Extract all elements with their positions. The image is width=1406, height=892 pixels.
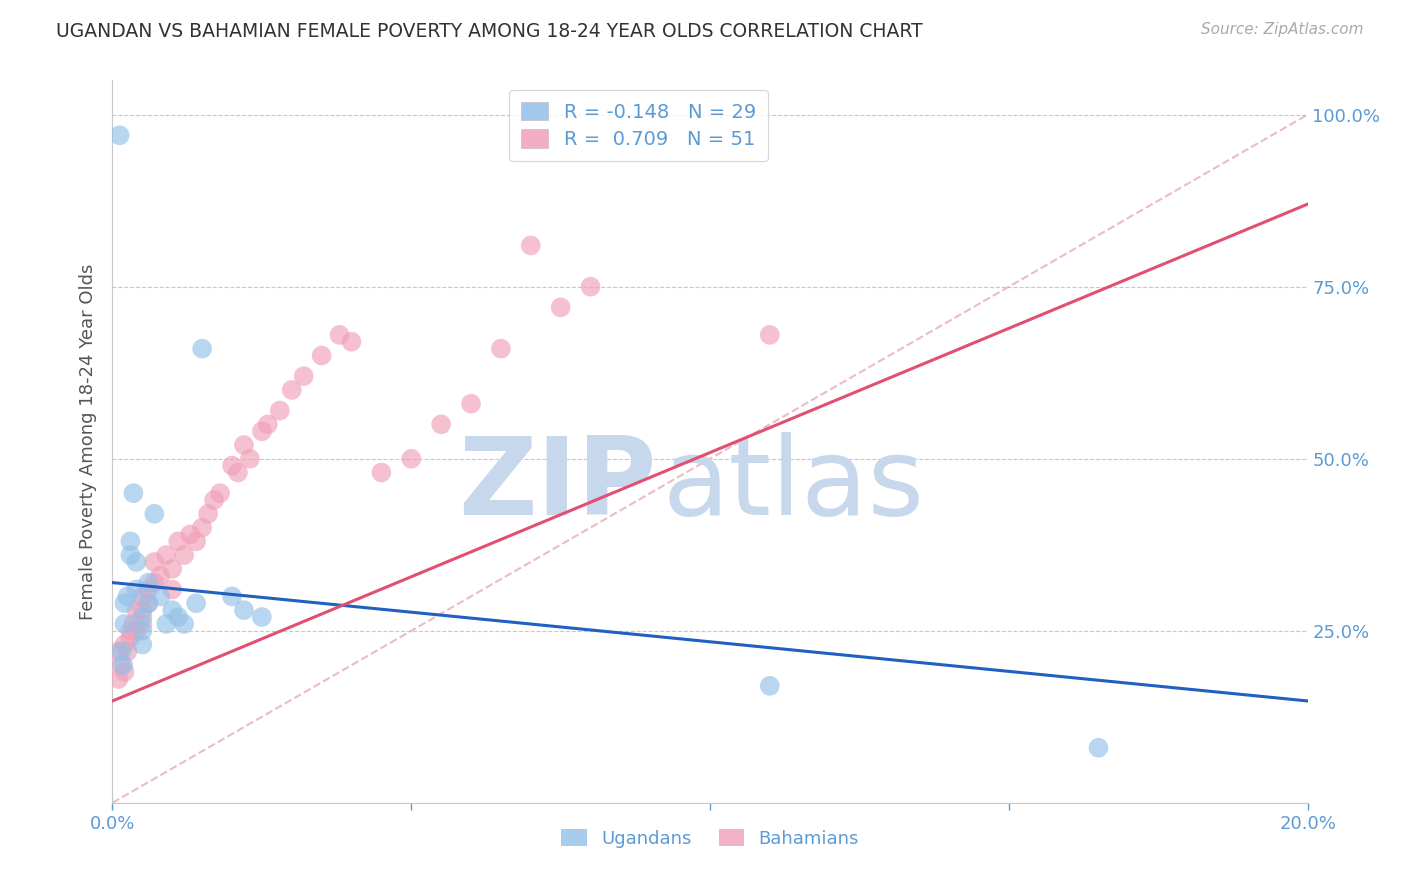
Bahamians (370, 466, 392, 480)
Bahamians (179, 527, 201, 541)
Bahamians (579, 279, 602, 293)
Bahamians (114, 665, 135, 679)
Bahamians (125, 603, 148, 617)
Bahamians (131, 590, 153, 604)
Ugandans (122, 486, 145, 500)
Bahamians (233, 438, 256, 452)
Bahamians (149, 568, 172, 582)
Text: UGANDAN VS BAHAMIAN FEMALE POVERTY AMONG 18-24 YEAR OLDS CORRELATION CHART: UGANDAN VS BAHAMIAN FEMALE POVERTY AMONG… (56, 22, 922, 41)
Bahamians (120, 624, 142, 638)
Bahamians (401, 451, 423, 466)
Bahamians (202, 493, 225, 508)
Ugandans (759, 679, 782, 693)
Bahamians (226, 466, 249, 480)
Ugandans (125, 555, 148, 569)
Ugandans (138, 575, 160, 590)
Bahamians (162, 562, 183, 576)
Ugandans (112, 658, 135, 673)
Ugandans (233, 603, 256, 617)
Bahamians (173, 548, 195, 562)
Ugandans (167, 610, 190, 624)
Bahamians (143, 555, 166, 569)
Ugandans (114, 616, 135, 631)
Bahamians (131, 616, 153, 631)
Bahamians (209, 486, 232, 500)
Ugandans (162, 603, 183, 617)
Ugandans (117, 590, 139, 604)
Bahamians (155, 548, 177, 562)
Bahamians (281, 383, 304, 397)
Bahamians (292, 369, 315, 384)
Legend: Ugandans, Bahamians: Ugandans, Bahamians (554, 822, 866, 855)
Ugandans (131, 610, 153, 624)
Ugandans (250, 610, 273, 624)
Ugandans (108, 128, 131, 143)
Y-axis label: Female Poverty Among 18-24 Year Olds: Female Poverty Among 18-24 Year Olds (79, 263, 97, 620)
Bahamians (269, 403, 291, 417)
Ugandans (149, 590, 172, 604)
Ugandans (131, 638, 153, 652)
Ugandans (120, 548, 142, 562)
Bahamians (197, 507, 219, 521)
Bahamians (110, 658, 132, 673)
Bahamians (460, 397, 482, 411)
Ugandans (1087, 740, 1109, 755)
Ugandans (221, 590, 243, 604)
Bahamians (138, 582, 160, 597)
Text: ZIP: ZIP (458, 432, 657, 538)
Bahamians (239, 451, 262, 466)
Bahamians (257, 417, 280, 432)
Ugandans (131, 624, 153, 638)
Ugandans (114, 596, 135, 610)
Bahamians (125, 624, 148, 638)
Bahamians (550, 301, 572, 315)
Text: Source: ZipAtlas.com: Source: ZipAtlas.com (1201, 22, 1364, 37)
Bahamians (340, 334, 363, 349)
Bahamians (329, 327, 352, 342)
Bahamians (759, 327, 782, 342)
Bahamians (221, 458, 243, 473)
Bahamians (430, 417, 453, 432)
Text: atlas: atlas (662, 432, 924, 538)
Bahamians (162, 582, 183, 597)
Bahamians (138, 596, 160, 610)
Bahamians (107, 644, 129, 658)
Bahamians (311, 349, 333, 363)
Ugandans (173, 616, 195, 631)
Ugandans (191, 342, 214, 356)
Ugandans (155, 616, 177, 631)
Ugandans (138, 596, 160, 610)
Bahamians (117, 644, 139, 658)
Bahamians (120, 631, 142, 645)
Bahamians (186, 534, 208, 549)
Bahamians (167, 534, 190, 549)
Ugandans (186, 596, 208, 610)
Bahamians (143, 575, 166, 590)
Bahamians (114, 638, 135, 652)
Bahamians (520, 238, 543, 252)
Bahamians (107, 672, 129, 686)
Bahamians (489, 342, 512, 356)
Ugandans (125, 582, 148, 597)
Ugandans (120, 534, 142, 549)
Bahamians (122, 616, 145, 631)
Ugandans (110, 644, 132, 658)
Bahamians (250, 424, 273, 438)
Ugandans (143, 507, 166, 521)
Bahamians (191, 520, 214, 534)
Bahamians (131, 603, 153, 617)
